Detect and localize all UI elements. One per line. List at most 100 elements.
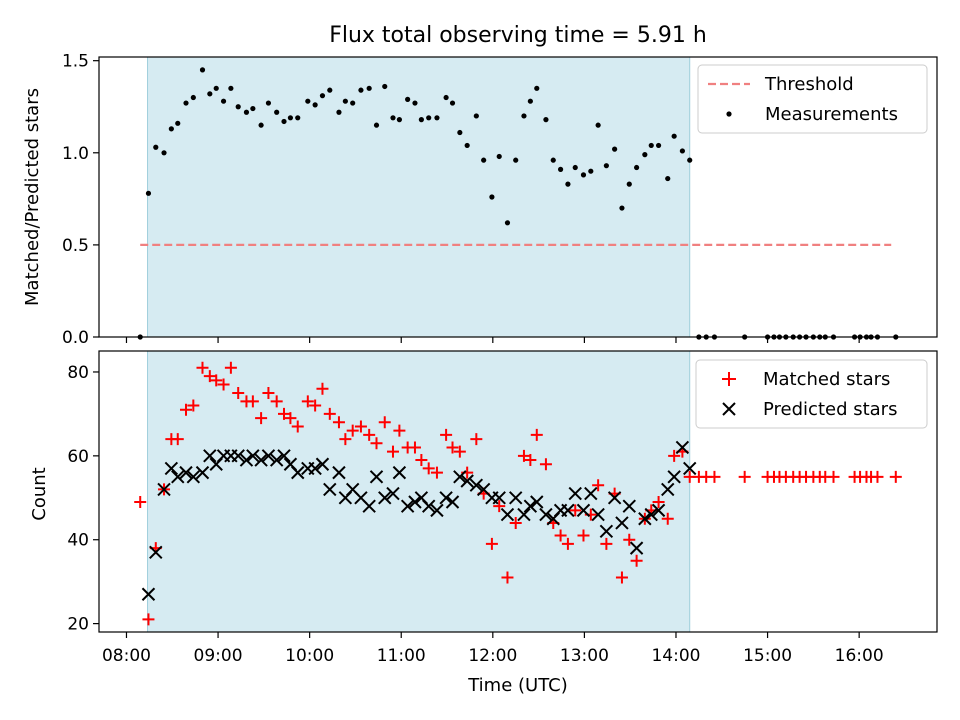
measurement-point — [626, 181, 632, 187]
legend-matched-swatch — [722, 372, 736, 386]
y-tick-label: 1.0 — [62, 144, 89, 164]
measurement-point — [543, 117, 549, 123]
measurement-point — [612, 146, 618, 152]
predicted-star-point — [644, 507, 658, 522]
matched-star-point — [827, 470, 840, 483]
measurement-point — [496, 153, 502, 160]
predicted-star-point — [315, 457, 330, 471]
measurement-point — [603, 163, 609, 169]
matched-star-point — [577, 529, 590, 542]
matched-star-point — [569, 504, 582, 517]
predicted-star-point — [400, 499, 415, 513]
matched-star-point — [408, 441, 421, 454]
measurement-point — [207, 91, 213, 97]
measurement-point — [513, 157, 519, 163]
predicted-star-point — [141, 587, 156, 601]
matched-star-point — [668, 449, 681, 462]
matched-star-point — [339, 433, 352, 446]
predicted-star-point — [576, 503, 591, 518]
predicted-star-point — [408, 495, 422, 509]
predicted-star-point — [277, 449, 291, 463]
predicted-star-point — [149, 545, 163, 560]
matched-star-point — [246, 395, 259, 408]
bottom-x-ticks: 08:00 09:00 10:00 11:00 12:00 13:00 14:00 15:00… — [102, 632, 884, 666]
matched-star-point — [422, 462, 435, 475]
matched-star-point — [630, 554, 643, 567]
measurement-point — [265, 100, 272, 106]
predicted-star-point — [369, 470, 384, 484]
measurement-point — [250, 105, 256, 112]
matched-star-point — [738, 470, 751, 483]
predicted-star-point — [629, 541, 644, 555]
predicted-star-point — [453, 470, 467, 484]
matched-star-point — [203, 370, 216, 383]
matched-star-point — [301, 395, 314, 408]
x-tick-label: 12:00 — [468, 646, 517, 666]
bottom-y-ticks: 20 40 60 80 — [67, 363, 99, 635]
measurement-point — [199, 67, 206, 73]
predicted-star-point — [460, 474, 474, 488]
x-tick-label: 08:00 — [102, 646, 151, 666]
predicted-star-point — [254, 453, 268, 467]
shade-rect-bottom — [147, 350, 691, 633]
measurement-point — [572, 164, 578, 171]
measurement-point — [449, 100, 456, 106]
matched-star-point — [517, 449, 530, 462]
predicted-star-point — [539, 507, 553, 522]
measurement-point — [350, 100, 356, 106]
measurement-point — [634, 164, 640, 171]
measurement-point — [274, 109, 280, 115]
matched-star-point — [309, 399, 322, 412]
matched-star-point — [378, 416, 391, 429]
chart-title: Flux total observing time = 5.91 h — [329, 23, 707, 48]
matched-star-point — [430, 466, 443, 479]
bottom-axes-frame — [98, 350, 938, 633]
y-tick-label: 0.5 — [62, 236, 89, 256]
predicted-star-point — [323, 482, 337, 497]
predicted-star-point — [607, 491, 622, 505]
x-tick-label: 11:00 — [377, 646, 426, 666]
predicted-star-point — [561, 503, 575, 518]
predicted-star-point — [615, 516, 629, 530]
measurement-point — [489, 194, 495, 200]
predicted-star-point — [386, 486, 400, 501]
measurement-point — [521, 113, 527, 119]
measurement-point — [655, 142, 662, 149]
measurement-point — [161, 150, 167, 156]
predicted-star-point — [157, 482, 171, 497]
predicted-star-point — [164, 461, 179, 476]
matched-star-point — [530, 428, 543, 441]
predicted-star-point — [308, 461, 322, 476]
bottom-y-axis-label: Count — [29, 467, 50, 520]
x-tick-label: 09:00 — [194, 646, 243, 666]
predicted-star-point — [378, 491, 392, 505]
predicted-star-point — [584, 486, 598, 501]
predicted-star-point — [675, 440, 690, 455]
matched-star-point — [623, 533, 636, 546]
measurement-point — [527, 98, 533, 104]
matched-star-point — [453, 445, 466, 458]
matched-star-point — [509, 516, 522, 529]
measurement-point — [396, 117, 402, 123]
matched-star-point — [446, 441, 459, 454]
x-axis-label: Time (UTC) — [467, 675, 568, 696]
bottom-legend-box — [695, 359, 928, 429]
measurement-point — [327, 87, 333, 93]
measurement-point — [687, 157, 693, 163]
measurement-point — [175, 120, 181, 126]
matched-star-point — [386, 445, 399, 458]
observing-window-shade-bottom — [147, 350, 691, 633]
shade-rect-top — [147, 56, 691, 338]
predicted-star-point — [469, 478, 484, 492]
measurement-point — [412, 100, 418, 106]
y-tick-label: 40 — [67, 531, 89, 551]
measurement-point — [473, 113, 479, 119]
observing-window-shade-top — [147, 56, 691, 338]
x-tick-label: 13:00 — [560, 646, 609, 666]
predicted-star-point — [517, 507, 531, 522]
predicted-star-point — [421, 499, 436, 513]
top-panel: 0.0 0.5 1.0 1.5 Matched/Predicted stars Thr… — [22, 52, 938, 348]
matched-star-point — [652, 495, 665, 508]
measurement-point — [243, 109, 250, 115]
